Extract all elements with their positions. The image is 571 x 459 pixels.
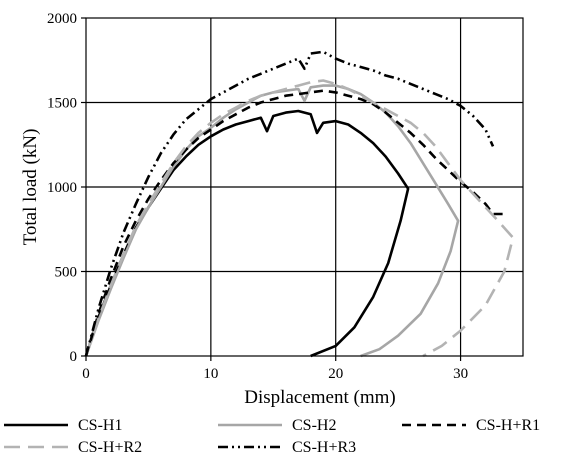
series-lines bbox=[84, 50, 515, 358]
legend-label: CS-H+R3 bbox=[292, 439, 356, 456]
y-tick-label: 1000 bbox=[47, 180, 77, 196]
x-tick-label: 0 bbox=[82, 366, 90, 382]
x-tick-label: 30 bbox=[453, 366, 468, 382]
legend: CS-H1 CS-H2 CS-H+R1 CS-H+R2 CS-H+R3 bbox=[4, 417, 540, 456]
legend-label: CS-H1 bbox=[78, 417, 122, 434]
legend-label: CS-H+R2 bbox=[78, 439, 142, 456]
y-axis-title: Total load (kN) bbox=[20, 129, 41, 246]
y-tick-label: 0 bbox=[70, 349, 78, 365]
series-line-cs-h-r1 bbox=[84, 89, 508, 357]
y-tick-labels: 0 500 1000 1500 2000 bbox=[47, 11, 86, 365]
legend-label: CS-H+R1 bbox=[476, 417, 540, 434]
y-tick-label: 500 bbox=[55, 265, 78, 281]
x-tick-label: 10 bbox=[203, 366, 218, 382]
x-tick-label: 20 bbox=[328, 366, 343, 382]
y-tick-label: 2000 bbox=[47, 11, 77, 27]
gridlines bbox=[86, 18, 523, 356]
x-axis-title: Displacement (mm) bbox=[244, 387, 395, 408]
series-line-cs-h-r2 bbox=[84, 79, 515, 358]
y-tick-label: 1500 bbox=[47, 96, 77, 112]
x-tick-labels: 0 10 20 30 bbox=[82, 356, 468, 382]
legend-label: CS-H2 bbox=[292, 417, 336, 434]
series-line-cs-h-r3 bbox=[84, 50, 495, 357]
